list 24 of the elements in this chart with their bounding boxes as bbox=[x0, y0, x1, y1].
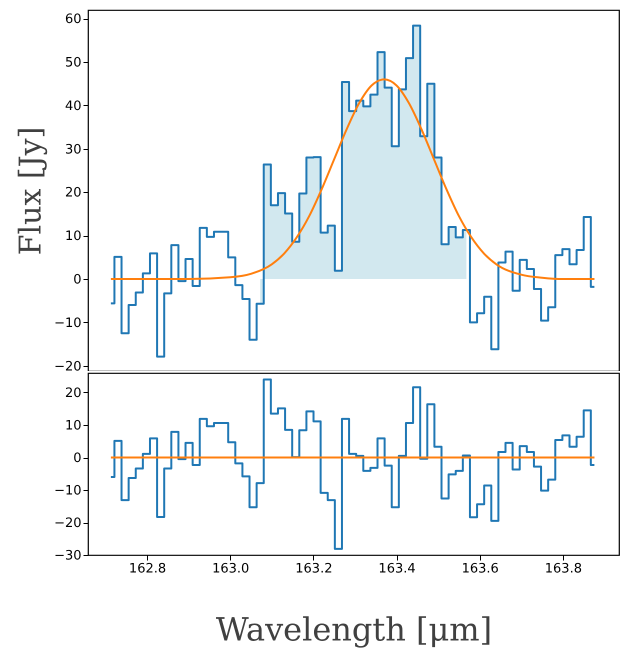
x-tick-label: 162.8 bbox=[128, 562, 166, 576]
y-tick-label: −10 bbox=[54, 316, 82, 331]
x-tick-label: 163.8 bbox=[544, 562, 582, 576]
y-tick-label: 10 bbox=[64, 229, 82, 244]
x-axis-title: Wavelength [μm] bbox=[216, 610, 492, 648]
x-tick-label: 163.2 bbox=[295, 562, 332, 576]
y-tick-label: −10 bbox=[54, 484, 82, 498]
y-tick-label: −30 bbox=[54, 548, 82, 564]
x-tick-label: 163.0 bbox=[212, 562, 250, 576]
y-tick-label: 10 bbox=[64, 418, 82, 434]
x-tick-label: 163.6 bbox=[462, 562, 499, 576]
y-tick-label: 20 bbox=[64, 186, 82, 201]
y-tick-label: −20 bbox=[54, 516, 82, 531]
x-tick-label: 163.4 bbox=[378, 562, 416, 576]
y-tick-label: −20 bbox=[54, 359, 82, 374]
y-tick-label: 60 bbox=[64, 12, 82, 28]
y-tick-label: 50 bbox=[64, 56, 82, 71]
y-axis-title: Flux [Jy] bbox=[14, 126, 48, 256]
y-tick-label: 40 bbox=[64, 98, 82, 114]
line-series bbox=[110, 78, 596, 280]
y-tick-label: 20 bbox=[64, 386, 82, 401]
y-tick-label: 30 bbox=[64, 142, 82, 158]
y-tick-label: 0 bbox=[73, 272, 82, 288]
y-tick-label: 0 bbox=[73, 451, 82, 466]
